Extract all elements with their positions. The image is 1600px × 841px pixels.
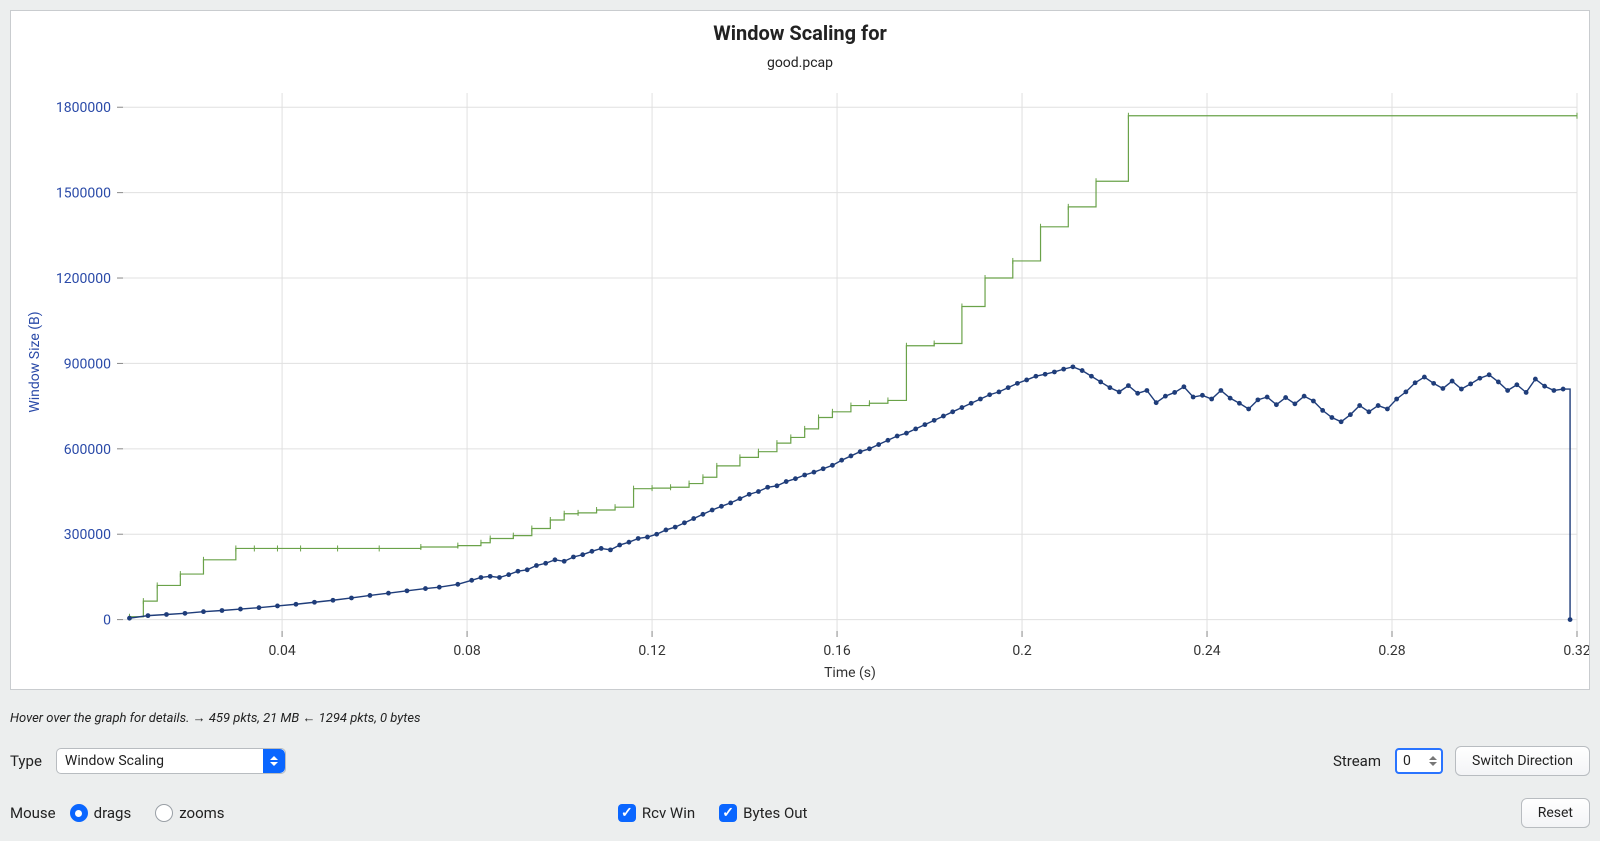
bottom-controls: Hover over the graph for details. → 459 … bbox=[10, 696, 1590, 841]
select-arrow-icon bbox=[263, 749, 285, 773]
svg-text:300000: 300000 bbox=[64, 527, 111, 543]
svg-text:0.2: 0.2 bbox=[1012, 643, 1032, 659]
bytes-out-text: Bytes Out bbox=[743, 804, 807, 822]
svg-text:0.04: 0.04 bbox=[268, 643, 295, 659]
controls-row-2: Mouse drags zooms ✓ Rcv Win ✓ Bytes Out … bbox=[10, 798, 1590, 828]
switch-direction-label: Switch Direction bbox=[1472, 753, 1573, 769]
rcv-win-checkbox[interactable]: ✓ Rcv Win bbox=[618, 804, 695, 822]
svg-text:1800000: 1800000 bbox=[56, 100, 111, 116]
stream-value: 0 bbox=[1403, 753, 1411, 769]
mouse-drags-text: drags bbox=[94, 804, 132, 822]
svg-text:0.24: 0.24 bbox=[1193, 643, 1220, 659]
controls-row-1: Type Window Scaling Stream 0 Switch Dire… bbox=[10, 746, 1590, 776]
mouse-label: Mouse bbox=[10, 804, 56, 822]
stream-stepper[interactable]: 0 bbox=[1395, 748, 1443, 774]
svg-text:1500000: 1500000 bbox=[56, 186, 111, 202]
switch-direction-button[interactable]: Switch Direction bbox=[1455, 746, 1590, 776]
svg-text:0.08: 0.08 bbox=[453, 643, 480, 659]
svg-text:0: 0 bbox=[103, 613, 111, 629]
type-select[interactable]: Window Scaling bbox=[56, 748, 286, 774]
mouse-zooms-text: zooms bbox=[179, 804, 224, 822]
radio-unchecked-icon bbox=[155, 804, 173, 822]
svg-text:0.16: 0.16 bbox=[823, 643, 850, 659]
svg-text:0.28: 0.28 bbox=[1378, 643, 1405, 659]
svg-text:Window Size (B): Window Size (B) bbox=[27, 311, 43, 412]
radio-checked-icon bbox=[70, 804, 88, 822]
checkbox-checked-icon: ✓ bbox=[719, 804, 737, 822]
svg-text:1200000: 1200000 bbox=[56, 271, 111, 287]
svg-text:Time (s): Time (s) bbox=[824, 665, 876, 681]
checkbox-checked-icon: ✓ bbox=[618, 804, 636, 822]
svg-text:900000: 900000 bbox=[64, 356, 111, 372]
rcv-win-text: Rcv Win bbox=[642, 804, 695, 822]
chart-plot[interactable]: 0.04 0.08 0.12 0.16 0.2 0.24 0.28 0.32 0 300000 60… bbox=[11, 11, 1589, 689]
svg-text:0.12: 0.12 bbox=[638, 643, 665, 659]
chart-panel: Window Scaling for good.pcap 0.040.080.1… bbox=[10, 10, 1590, 690]
bytes-out-checkbox[interactable]: ✓ Bytes Out bbox=[719, 804, 807, 822]
mouse-zooms-radio[interactable]: zooms bbox=[155, 804, 224, 822]
stream-label: Stream bbox=[1333, 752, 1381, 770]
mouse-drags-radio[interactable]: drags bbox=[70, 804, 132, 822]
hover-info: Hover over the graph for details. → 459 … bbox=[10, 696, 1590, 746]
type-select-value: Window Scaling bbox=[65, 753, 164, 769]
svg-text:600000: 600000 bbox=[64, 442, 111, 458]
reset-button[interactable]: Reset bbox=[1521, 798, 1590, 828]
reset-label: Reset bbox=[1538, 805, 1573, 821]
stepper-arrows-icon bbox=[1427, 752, 1439, 770]
type-label: Type bbox=[10, 752, 42, 770]
svg-text:0.32: 0.32 bbox=[1563, 643, 1589, 659]
